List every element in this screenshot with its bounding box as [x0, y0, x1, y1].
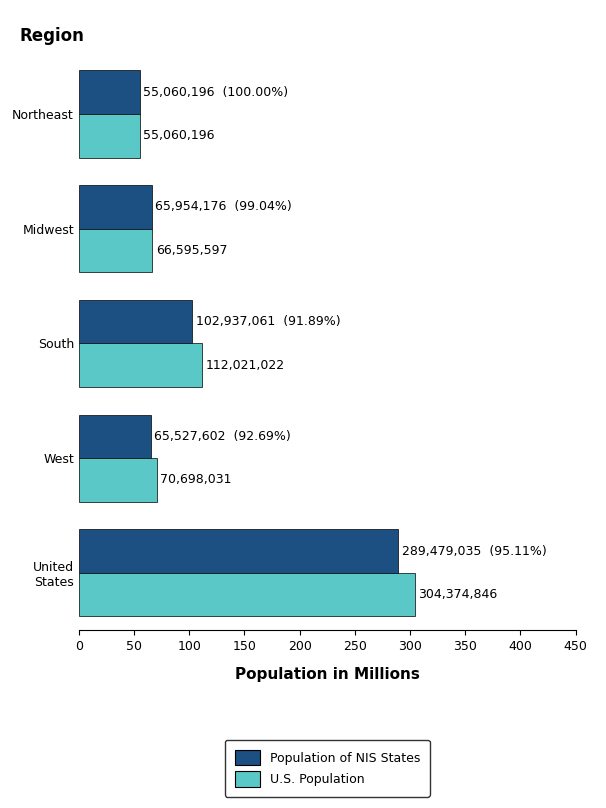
Text: 102,937,061  (91.89%): 102,937,061 (91.89%): [196, 315, 341, 328]
Bar: [79, 415, 151, 458]
X-axis label: Population in Millions: Population in Millions: [235, 667, 420, 682]
Text: 65,527,602  (92.69%): 65,527,602 (92.69%): [155, 430, 291, 443]
Bar: [79, 229, 152, 272]
Bar: [79, 70, 139, 114]
Text: 304,374,846: 304,374,846: [418, 588, 498, 601]
Bar: [79, 458, 157, 502]
Text: 66,595,597: 66,595,597: [156, 244, 227, 257]
Text: 55,060,196  (100.00%): 55,060,196 (100.00%): [143, 86, 288, 99]
Legend: Population of NIS States, U.S. Population: Population of NIS States, U.S. Populatio…: [225, 740, 430, 797]
Text: Region: Region: [19, 27, 84, 45]
Bar: [79, 343, 202, 387]
Text: 70,698,031: 70,698,031: [160, 473, 231, 486]
Bar: [79, 529, 398, 573]
Bar: [79, 573, 415, 617]
Text: 112,021,022: 112,021,022: [206, 359, 285, 372]
Bar: [79, 114, 139, 158]
Text: 55,060,196: 55,060,196: [143, 129, 215, 142]
Text: 289,479,035  (95.11%): 289,479,035 (95.11%): [402, 545, 547, 558]
Bar: [79, 300, 193, 343]
Text: 65,954,176  (99.04%): 65,954,176 (99.04%): [155, 200, 291, 213]
Bar: [79, 185, 152, 229]
